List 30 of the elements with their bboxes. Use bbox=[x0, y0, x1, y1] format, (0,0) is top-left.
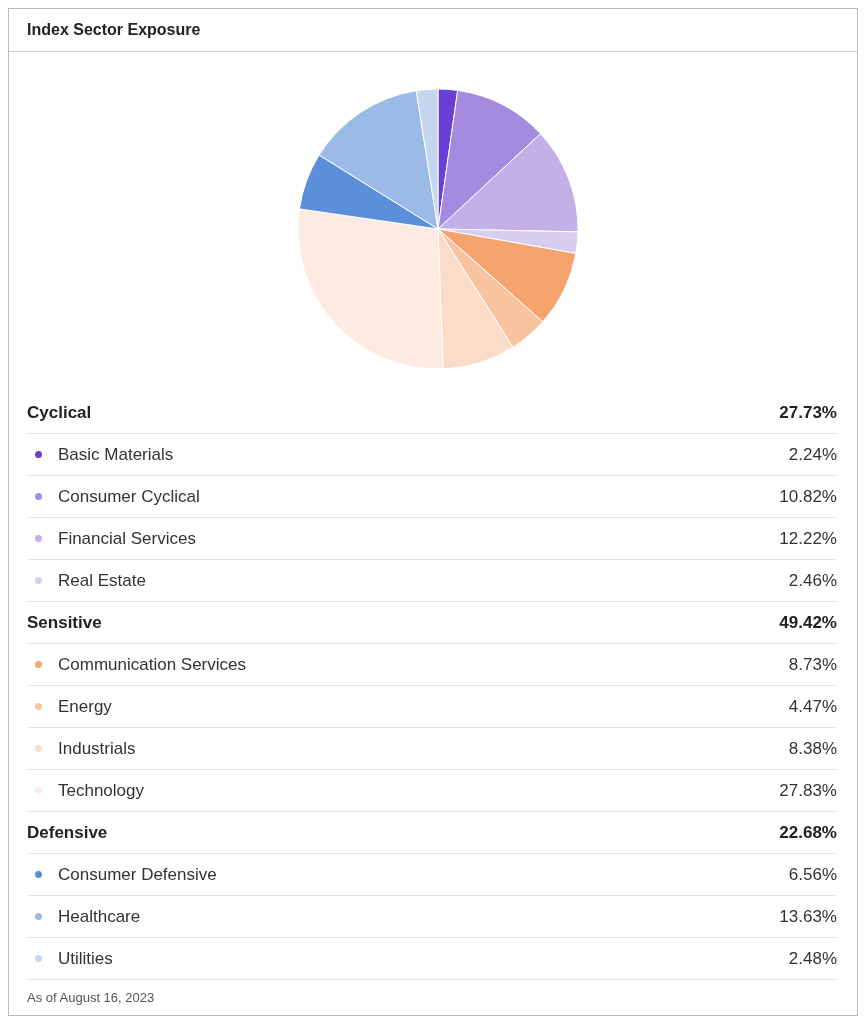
data-label: 2.24% bbox=[788, 444, 837, 465]
text: Cyclical bbox=[27, 402, 92, 423]
legend-label: Consumer Defensive bbox=[58, 864, 217, 885]
data-label: 10.82% bbox=[779, 486, 837, 507]
legend-label: Technology bbox=[58, 780, 145, 801]
data-label: 4.47% bbox=[788, 696, 837, 717]
text: 22.68% bbox=[779, 822, 837, 843]
text: Sensitive bbox=[27, 612, 102, 633]
legend-label: Utilities bbox=[58, 948, 113, 969]
text: 49.42% bbox=[779, 612, 837, 633]
data-label: 8.73% bbox=[788, 654, 837, 675]
data-label: 2.48% bbox=[788, 948, 837, 969]
data-label: 12.22% bbox=[779, 528, 837, 549]
legend-label: Energy bbox=[58, 696, 112, 717]
text: Defensive bbox=[27, 822, 108, 843]
legend-label: Communication Services bbox=[58, 654, 247, 675]
data-label: 8.38% bbox=[788, 738, 837, 759]
data-label: 6.56% bbox=[788, 864, 837, 885]
legend-label: Industrials bbox=[58, 738, 136, 759]
legend-label: Financial Services bbox=[58, 528, 196, 549]
data-label: 13.63% bbox=[779, 906, 837, 927]
data-label: 2.46% bbox=[788, 570, 837, 591]
legend-label: Real Estate bbox=[58, 570, 146, 591]
text: As of August 16, 2023 bbox=[27, 989, 156, 1007]
legend-label: Healthcare bbox=[58, 906, 141, 927]
legend-label: Basic Materials bbox=[58, 444, 174, 465]
text: 27.73% bbox=[779, 402, 837, 423]
data-label: 27.83% bbox=[779, 780, 837, 801]
chart-title: Index Sector Exposure bbox=[9, 9, 857, 52]
legend-label: Consumer Cyclical bbox=[58, 486, 200, 507]
